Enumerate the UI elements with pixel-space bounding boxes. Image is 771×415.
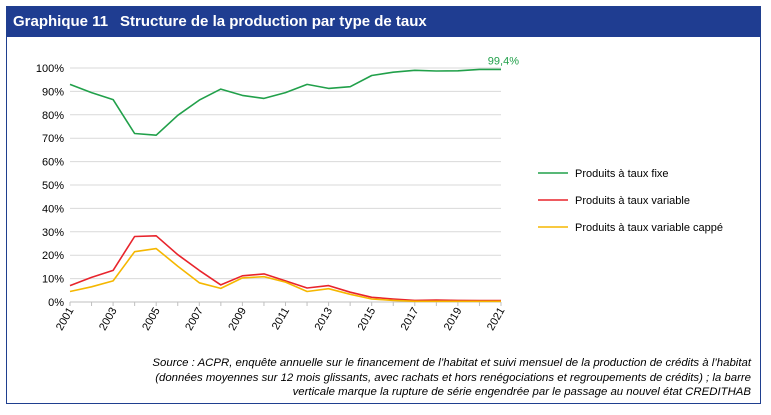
figure-title-bar: Graphique 11 Structure de la production p… [7,7,760,37]
x-tick-label: 2003 [97,306,120,333]
axes [69,301,502,306]
x-tick-label: 2015 [356,306,379,333]
x-axis-ticks: 2001 2003 2005 2007 2009 2011 2013 2015 2017 2019… [54,306,508,333]
x-tick-label: 2011 [270,306,292,332]
y-tick-label: 0% [48,297,64,309]
source-line-2: (données moyennes sur 12 mois glissants,… [155,371,751,384]
y-tick-label: 70% [42,133,64,145]
x-tick-label: 2007 [183,306,206,333]
series-line-1 [69,68,501,136]
source-line-1: Source : ACPR, enquête annuelle sur le f… [152,357,751,369]
x-tick-label: 2013 [313,306,336,333]
x-tick-label: 2021 [485,306,508,333]
source-note: Source : ACPR, enquête annuelle sur le f… [31,356,751,400]
y-tick-label: 90% [42,86,64,98]
x-tick-label: 2009 [226,306,249,333]
series-lines [69,68,501,303]
legend-label-1: Produits à taux fixe [575,168,669,180]
y-tick-label: 100% [36,63,64,75]
x-tick-label: 2019 [442,306,465,333]
y-tick-label: 40% [42,203,64,215]
x-tick-label: 2005 [140,306,163,333]
figure-title: Structure de la production par type de t… [120,13,427,30]
legend: Produits à taux fixe Produits à taux vari… [538,168,723,234]
legend-label-2: Produits à taux variable [575,195,690,207]
figure-label: Graphique 11 [13,13,109,30]
y-tick-label: 50% [42,180,64,192]
line-chart: 0%10%20%30%40%50%60%70%80%90%100% 2001 20… [36,55,723,333]
x-tick-label: 2001 [54,306,77,333]
y-tick-label: 30% [42,227,64,239]
series-line-2 [69,235,501,302]
series-line-3 [69,247,501,303]
y-tick-label: 20% [42,250,64,262]
x-tick-label: 2017 [399,306,422,333]
y-axis-ticks: 0% 10% 20% 30% 40% 50% 60% 70% 80% 90% 100% [36,63,64,309]
y-tick-label: 60% [42,157,64,169]
data-label-annotation: 99,4% [488,55,519,67]
figure-frame: Graphique 11 Structure de la production p… [6,6,761,404]
y-tick-label: 10% [42,274,64,286]
y-gridlines [70,67,501,280]
legend-label-3: Produits à taux variable cappé [575,222,723,234]
source-line-3: verticale marque la rupture de série eng… [292,386,751,399]
y-tick-label: 80% [42,110,64,122]
annotations: 99,4% [488,55,519,67]
